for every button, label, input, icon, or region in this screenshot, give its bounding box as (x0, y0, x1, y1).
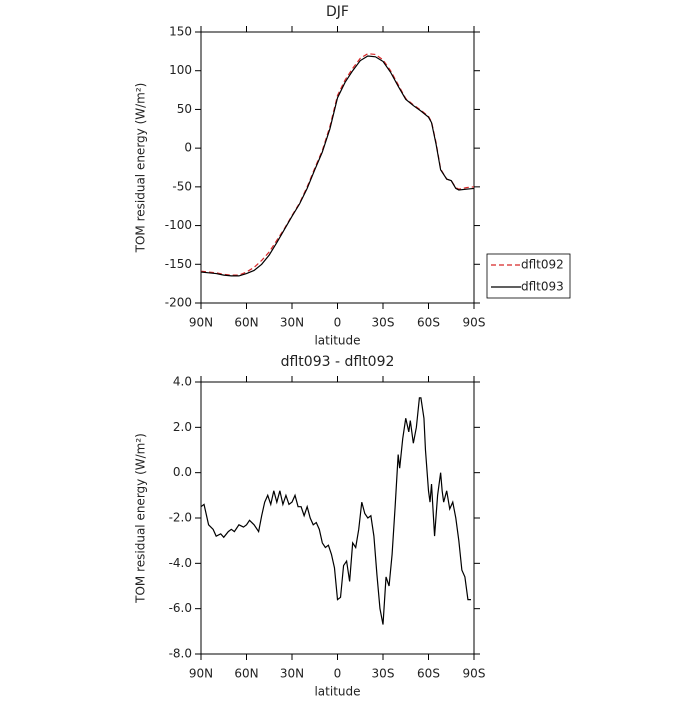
legend-box (486, 253, 571, 299)
y-axis-label: TOM residual energy (W/m²) (134, 83, 148, 254)
y-tick-label: 50 (177, 102, 192, 116)
y-tick-label: -4.0 (169, 556, 192, 570)
x-tick-label: 90S (463, 316, 486, 330)
x-tick-label: 60S (417, 667, 440, 681)
x-tick-label: 90S (463, 667, 486, 681)
y-tick-label: 150 (169, 25, 192, 39)
x-tick-label: 60S (417, 316, 440, 330)
x-tick-label: 30N (280, 667, 304, 681)
y-tick-label: 0.0 (173, 465, 192, 479)
y-tick-label: -6.0 (169, 601, 192, 615)
x-tick-label: 60N (234, 667, 258, 681)
x-axis-label: latitude (314, 685, 360, 699)
chart-title: dflt093 - dflt092 (281, 354, 395, 370)
x-tick-label: 90N (189, 316, 213, 330)
x-tick-label: 0 (334, 667, 342, 681)
x-tick-label: 60N (234, 316, 258, 330)
x-tick-label: 90N (189, 667, 213, 681)
x-tick-label: 0 (334, 316, 342, 330)
x-axis-label: latitude (314, 334, 360, 348)
x-tick-label: 30S (372, 667, 395, 681)
data-line (200, 53, 475, 276)
y-tick-label: -150 (165, 257, 192, 271)
y-tick-label: -50 (172, 179, 192, 193)
legend-label: dflt092 (521, 258, 564, 272)
y-tick-label: -8.0 (169, 647, 192, 661)
data-line (200, 397, 471, 625)
y-tick-label: -2.0 (169, 511, 192, 525)
y-tick-label: -200 (165, 296, 192, 310)
y-tick-label: 100 (169, 63, 192, 77)
y-tick-label: 2.0 (173, 420, 192, 434)
y-tick-label: 0 (184, 141, 192, 155)
x-tick-label: 30S (372, 316, 395, 330)
data-line (200, 55, 475, 277)
chart-title: DJF (326, 4, 349, 20)
y-axis-label: TOM residual energy (W/m²) (134, 433, 148, 604)
y-tick-label: -100 (165, 218, 192, 232)
plot-frame (200, 31, 475, 304)
y-tick-label: 4.0 (173, 375, 192, 389)
x-tick-label: 30N (280, 316, 304, 330)
legend-label: dflt093 (521, 280, 564, 294)
